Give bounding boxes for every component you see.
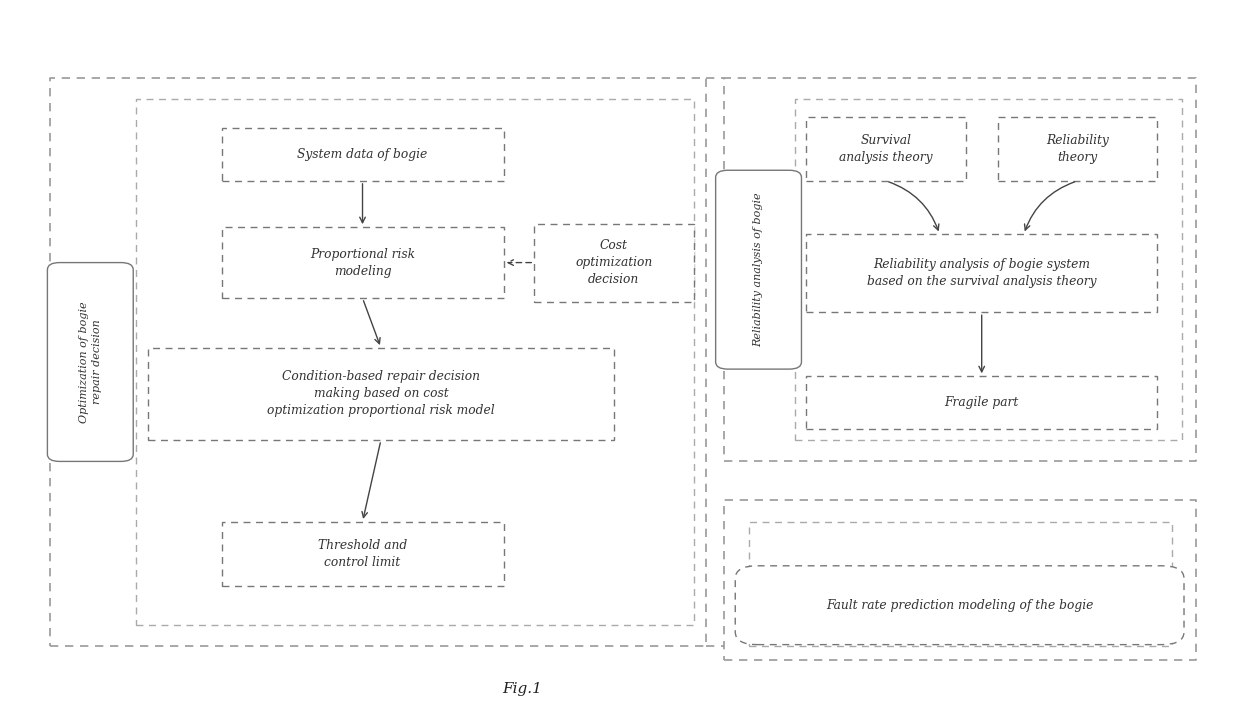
- FancyBboxPatch shape: [806, 117, 966, 181]
- FancyBboxPatch shape: [47, 263, 133, 461]
- FancyBboxPatch shape: [806, 234, 1157, 312]
- FancyBboxPatch shape: [806, 376, 1157, 429]
- Text: Survival
analysis theory: Survival analysis theory: [839, 134, 932, 164]
- Text: Threshold and
control limit: Threshold and control limit: [317, 539, 407, 569]
- FancyBboxPatch shape: [998, 117, 1157, 181]
- Text: Optimization of bogie
repair decision: Optimization of bogie repair decision: [78, 301, 102, 423]
- FancyBboxPatch shape: [534, 224, 693, 302]
- Text: Fig.1: Fig.1: [502, 682, 542, 696]
- FancyBboxPatch shape: [222, 227, 503, 298]
- Text: System data of bogie: System data of bogie: [298, 148, 428, 161]
- Text: Reliability analysis of bogie: Reliability analysis of bogie: [754, 193, 764, 347]
- Text: Reliability analysis of bogie system
based on the survival analysis theory: Reliability analysis of bogie system bas…: [867, 258, 1096, 288]
- FancyBboxPatch shape: [735, 565, 1184, 644]
- Text: Condition-based repair decision
making based on cost
optimization proportional r: Condition-based repair decision making b…: [267, 371, 495, 418]
- Text: Fragile part: Fragile part: [945, 396, 1019, 409]
- Text: Cost
optimization
decision: Cost optimization decision: [575, 239, 652, 286]
- FancyBboxPatch shape: [148, 348, 614, 440]
- FancyBboxPatch shape: [222, 127, 503, 181]
- FancyBboxPatch shape: [222, 522, 503, 586]
- Text: Proportional risk
modeling: Proportional risk modeling: [310, 248, 415, 277]
- Text: Reliability
theory: Reliability theory: [1047, 134, 1109, 164]
- FancyBboxPatch shape: [715, 170, 801, 369]
- Text: Fault rate prediction modeling of the bogie: Fault rate prediction modeling of the bo…: [826, 599, 1094, 612]
